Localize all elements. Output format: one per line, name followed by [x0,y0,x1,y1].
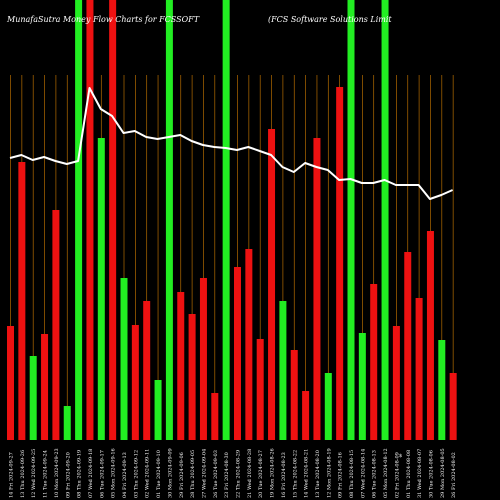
bar-5 [52,210,60,440]
bar-14 [154,380,162,440]
bar-8 [86,0,94,440]
x-tick-label: 21 Wed 2024-08-28 [247,449,253,498]
bar-25 [279,301,287,440]
bar-28 [313,138,321,440]
bar-9 [97,138,105,440]
x-tick-label: 01 Tue 2024-09-10 [156,450,162,498]
x-tick-label: 23 Fri 2024-08-30 [224,452,230,498]
bar-15 [165,0,173,440]
bar-38 [426,231,434,440]
x-tick-label: 02 Wed 2024-09-11 [145,449,151,498]
x-tick-label: 20 Tue 2024-08-27 [258,450,264,498]
x-tick-label: 05 Mon 2024-08-12 [383,448,389,498]
x-tick-label: 30 Mon 2024-09-09 [167,448,173,498]
bar-33 [370,284,378,440]
x-tick-label: 29 Mon 2024-08-05 [440,448,446,498]
x-tick-label: 22 Thu 2024-08-29 [236,450,242,498]
bar-10 [109,0,117,440]
price-line-group [9,87,454,200]
bar-4 [41,334,49,440]
x-tick-label: 01 Thu 2024-08-08 [406,450,412,498]
x-tick-label: 04 Fri 2024-09-13 [122,452,128,498]
x-tick-label: 11 Tue 2024-09-24 [43,450,49,498]
x-tick-label: 05 Mon 2024-09-16 [111,448,117,498]
x-tick-label: 02 Fri 2024-08-09 [394,452,400,498]
bar-39 [438,340,446,440]
bar-27 [302,391,310,440]
bar-11 [120,278,128,440]
x-tick-label: 10 Mon 2024-09-23 [54,448,60,498]
bar-20 [222,0,230,440]
bar-19 [211,393,219,440]
bar-21 [234,267,241,440]
bar-6 [63,406,71,440]
x-tick-label: 06 Tue 2024-09-17 [99,450,105,498]
bar-24 [268,129,276,440]
bar-13 [143,301,151,440]
x-tick-label: 08 Thu 2024-09-19 [77,450,83,498]
x-tick-label: 07 Wed 2024-08-14 [360,449,366,498]
x-tick-label: 28 Thu 2024-09-05 [190,450,196,498]
bar-12 [131,325,139,440]
bar-22 [245,249,253,440]
bar-23 [256,339,264,440]
bar-7 [75,0,83,440]
bar-37 [415,298,423,440]
bar-35 [392,326,400,440]
x-axis-labels: 14 Fri 2024-09-27 13 Thu 2024-09-26 12 Wed… [9,448,458,498]
footer-mark: $ [399,453,402,459]
x-tick-label: 13 Thu 2024-09-26 [20,450,26,498]
x-tick-label: 12 Mon 2024-08-19 [326,448,332,498]
bar-1 [7,326,14,440]
x-tick-label: 26 Tue 2024-09-03 [213,450,219,498]
x-tick-label: 03 Thu 2024-09-12 [133,450,139,498]
x-tick-label: 26 Fri 2024-08-02 [451,452,457,498]
bar-30 [336,87,344,440]
bar-40 [449,373,457,440]
bar-26 [290,350,298,440]
x-tick-label: 07 Wed 2024-09-18 [88,449,94,498]
x-tick-label: 08 Thu 2024-08-15 [349,450,355,498]
x-tick-label: 09 Fri 2024-09-20 [65,452,71,498]
bar-3 [29,356,37,440]
x-tick-label: 12 Wed 2024-09-25 [31,449,37,498]
bar-17 [188,314,196,440]
bar-18 [199,278,207,440]
x-tick-label: 29 Fri 2024-09-06 [179,452,185,498]
price-line [9,87,454,200]
bar-2 [18,162,26,440]
x-tick-label: 09 Fri 2024-08-16 [338,452,344,498]
x-tick-label: 27 Wed 2024-09-04 [201,449,207,498]
x-tick-label: 14 Fri 2024-09-27 [9,452,15,498]
x-tick-label: 30 Tue 2024-08-06 [428,450,434,498]
chart-title-right: (FCS Software Solutions Limit [268,15,392,24]
bar-34 [381,0,389,440]
x-tick-label: 13 Tue 2024-08-20 [315,450,321,498]
x-tick-label: 16 Fri 2024-08-23 [281,452,287,498]
x-tick-label: 15 Thu 2024-08-22 [292,450,298,498]
x-tick-label: 06 Tue 2024-08-13 [372,450,378,498]
x-tick-label: 19 Mon 2024-08-26 [270,448,276,498]
chart-title-left: MunafaSutra Money Flow Charts for FCSSOF… [6,15,200,24]
bar-31 [347,0,355,440]
x-tick-label: 14 Wed 2024-08-21 [304,449,310,498]
bar-32 [358,333,366,440]
bar-29 [324,373,332,440]
bar-36 [404,252,412,440]
x-tick-label: 31 Wed 2024-08-07 [417,449,423,498]
bar-16 [177,292,185,440]
money-flow-bars [7,0,457,440]
